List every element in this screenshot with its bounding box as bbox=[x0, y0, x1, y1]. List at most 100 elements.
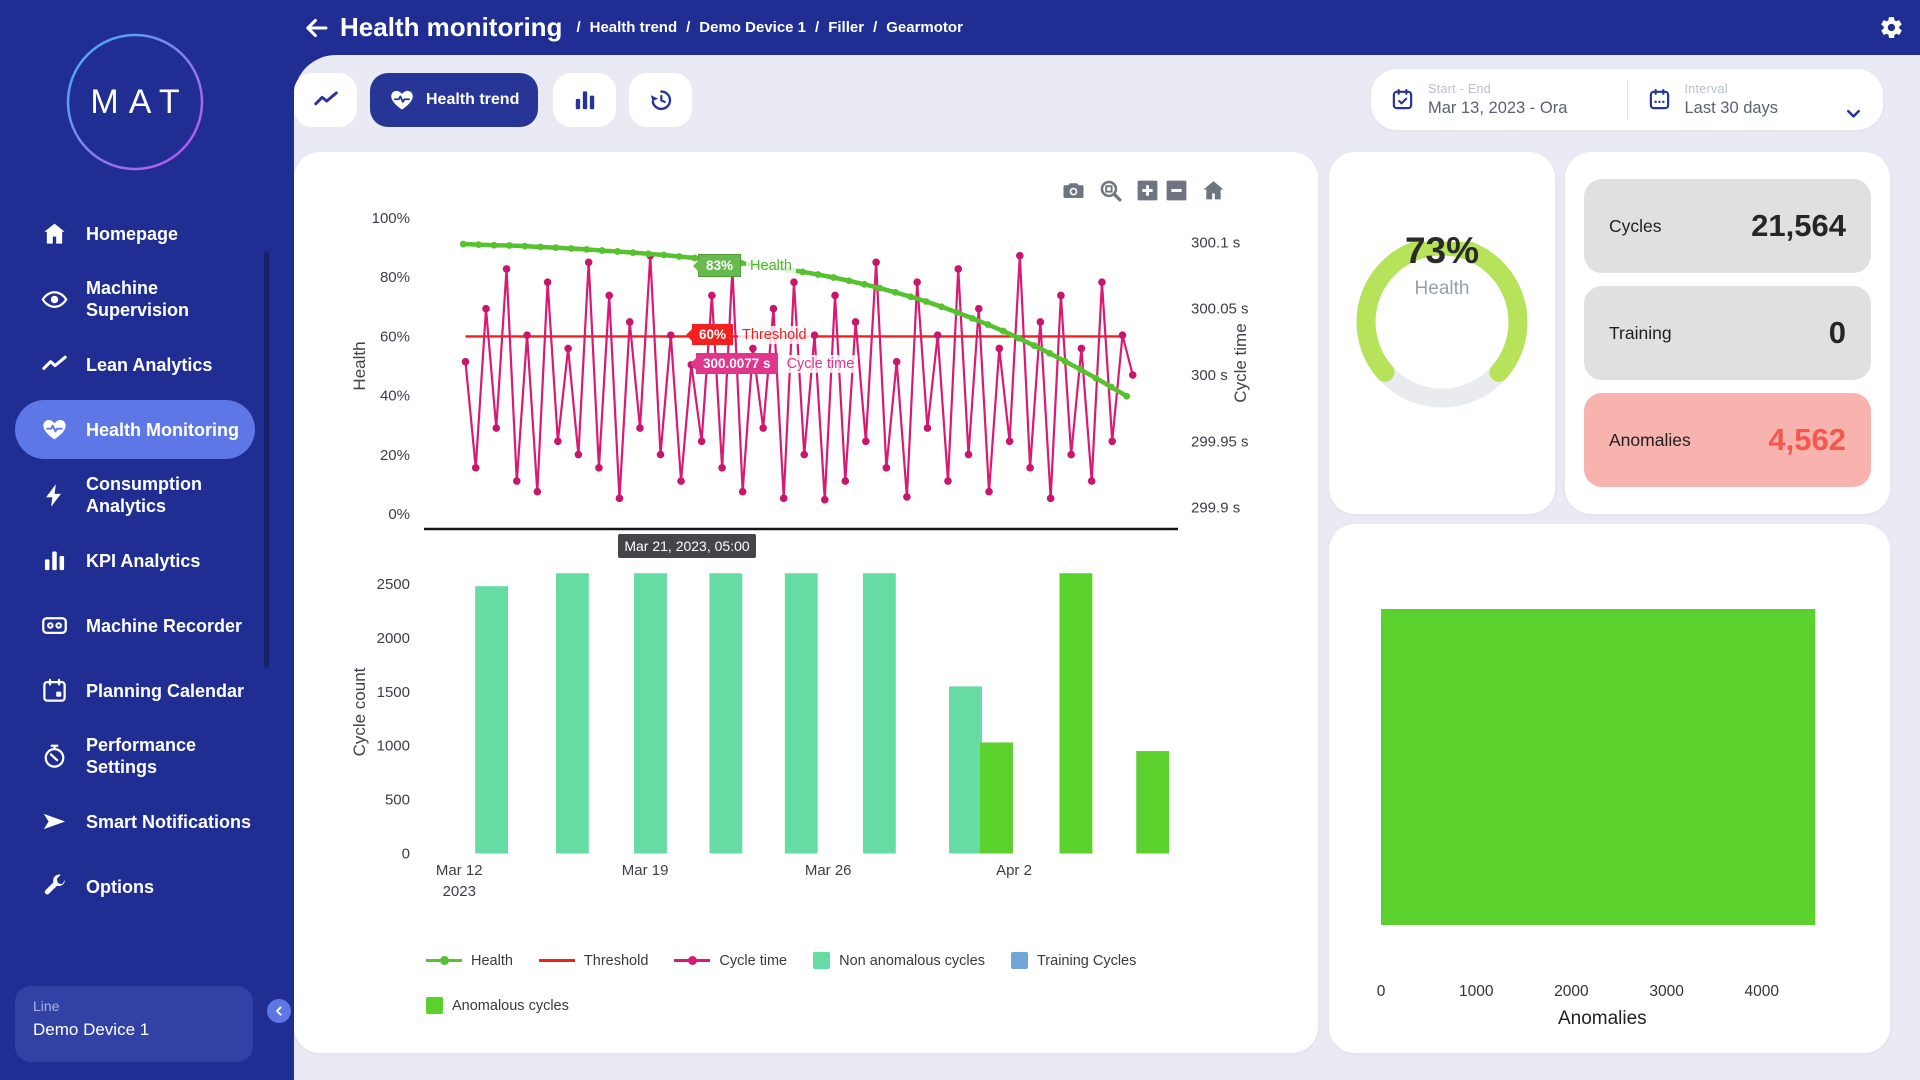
sidebar-nav: Homepage Machine Supervision Lean Analytic… bbox=[0, 198, 270, 922]
legend-swatch bbox=[426, 997, 443, 1014]
svg-text:1500: 1500 bbox=[377, 684, 410, 701]
sidebar-item-planning-calendar[interactable]: Planning Calendar bbox=[15, 661, 255, 720]
recorder-icon bbox=[41, 612, 68, 639]
health-tooltip: 83% Health bbox=[692, 254, 796, 277]
date-range-label: Start - End bbox=[1428, 81, 1492, 96]
cycle-count-chart[interactable]: 0 500 1000 1500 2000 2500 Cycle count Mar 12 202… bbox=[294, 152, 1318, 1053]
chart-legend: Health Threshold Cycle time Non anomalous c… bbox=[426, 952, 1186, 1014]
legend-item-anomalous-cycles[interactable]: Anomalous cycles bbox=[426, 997, 569, 1014]
legend-swatch bbox=[813, 952, 831, 969]
tab-bars-2[interactable] bbox=[553, 73, 617, 127]
logo-ring bbox=[66, 33, 204, 171]
svg-text:20%: 20% bbox=[380, 447, 410, 464]
svg-text:300 s: 300 s bbox=[1191, 367, 1228, 384]
reset-axes-home-icon[interactable] bbox=[1201, 178, 1226, 203]
sidebar-item-label: Health Monitoring bbox=[86, 419, 239, 440]
svg-text:Anomalies: Anomalies bbox=[1558, 1008, 1647, 1029]
threshold-tooltip: 60% Threshold bbox=[685, 324, 811, 345]
stat-label: Cycles bbox=[1609, 215, 1662, 236]
sidebar-item-smart-notifications[interactable]: Smart Notifications bbox=[15, 792, 255, 851]
svg-text:300.1 s: 300.1 s bbox=[1191, 234, 1240, 251]
legend-item-training-cycles[interactable]: Training Cycles bbox=[1010, 952, 1136, 969]
history-icon bbox=[648, 87, 674, 113]
chevron-left-icon bbox=[271, 1003, 287, 1019]
legend-item-non-anomalous-cycles[interactable]: Non anomalous cycles bbox=[813, 952, 985, 969]
tab-trend-0[interactable] bbox=[294, 73, 357, 127]
svg-text:Cycle count: Cycle count bbox=[350, 667, 369, 756]
anomalies-chart[interactable]: 0 1000 2000 3000 4000 Anomalies bbox=[1329, 524, 1890, 1053]
send-icon bbox=[41, 808, 68, 835]
date-range-value: Mar 13, 2023 - Ora bbox=[1428, 98, 1568, 117]
sidebar-item-label: KPI Analytics bbox=[86, 550, 201, 571]
svg-text:299.9 s: 299.9 s bbox=[1191, 500, 1240, 517]
sidebar-collapse-button[interactable] bbox=[265, 997, 293, 1025]
tab-history-3[interactable] bbox=[629, 73, 693, 127]
svg-text:2000: 2000 bbox=[1554, 983, 1589, 1000]
svg-text:40%: 40% bbox=[380, 388, 410, 405]
legend-swatch bbox=[674, 956, 711, 965]
chevron-down-icon[interactable] bbox=[1842, 102, 1865, 125]
gauge-caption: Health bbox=[1414, 278, 1470, 299]
device-card[interactable]: Line Demo Device 1 bbox=[15, 986, 253, 1062]
sidebar-item-label: Machine Supervision bbox=[86, 278, 190, 320]
stat-cycles: Cycles 21,564 bbox=[1584, 179, 1871, 273]
sidebar-item-lean-analytics[interactable]: Lean Analytics bbox=[15, 335, 255, 394]
sidebar: MAT Homepage Machine Supervision Lean Anal… bbox=[0, 0, 294, 1080]
breadcrumb-item[interactable]: Demo Device 1 bbox=[699, 19, 807, 36]
sidebar-item-consumption-analytics[interactable]: Consumption Analytics bbox=[15, 465, 255, 525]
breadcrumb-item[interactable]: Filler bbox=[828, 19, 865, 36]
sidebar-item-machine-recorder[interactable]: Machine Recorder bbox=[15, 596, 255, 655]
bars-icon bbox=[572, 87, 598, 113]
stat-training: Training 0 bbox=[1584, 286, 1871, 380]
legend-item-cycle-time[interactable]: Cycle time bbox=[674, 952, 787, 969]
svg-text:2023: 2023 bbox=[443, 883, 476, 900]
zoom-select-icon[interactable] bbox=[1098, 178, 1123, 203]
svg-text:Cycle time: Cycle time bbox=[1231, 323, 1250, 402]
sidebar-item-kpi-analytics[interactable]: KPI Analytics bbox=[15, 531, 255, 590]
interval-select[interactable]: Interval Last 30 days bbox=[1628, 82, 1884, 118]
legend-swatch bbox=[1010, 952, 1028, 969]
stat-label: Training bbox=[1609, 322, 1672, 343]
svg-text:60%: 60% bbox=[380, 328, 410, 345]
sidebar-item-label: Consumption Analytics bbox=[86, 474, 202, 516]
health-gauge bbox=[1356, 242, 1528, 408]
svg-text:4000: 4000 bbox=[1745, 983, 1780, 1000]
home-icon bbox=[41, 220, 68, 247]
settings-gear-button[interactable] bbox=[1879, 15, 1904, 40]
back-button[interactable] bbox=[302, 14, 330, 42]
stopwatch-icon bbox=[41, 743, 68, 770]
eye-icon bbox=[41, 286, 68, 313]
calendar-icon bbox=[1648, 88, 1671, 111]
legend-label: Anomalous cycles bbox=[452, 997, 569, 1014]
stats-card: Cycles 21,564 Training 0 Anomalies 4,562 bbox=[1565, 152, 1890, 514]
heart-pulse-icon bbox=[389, 87, 415, 113]
sidebar-item-health-monitoring[interactable]: Health Monitoring bbox=[15, 400, 255, 459]
tab-health-trend[interactable]: Health trend bbox=[370, 73, 539, 127]
x-axis-tooltip: Mar 21, 2023, 05:00 bbox=[618, 534, 756, 558]
plot-toolbar bbox=[1061, 178, 1226, 203]
sidebar-item-homepage[interactable]: Homepage bbox=[15, 204, 255, 263]
svg-text:3000: 3000 bbox=[1649, 983, 1684, 1000]
stat-value: 21,564 bbox=[1751, 208, 1846, 243]
sidebar-item-performance-settings[interactable]: Performance Settings bbox=[15, 726, 255, 786]
legend-label: Health bbox=[471, 952, 513, 969]
page-title: Health monitoring bbox=[340, 12, 563, 42]
zoom-in-icon[interactable] bbox=[1135, 178, 1160, 203]
sidebar-scrollbar[interactable] bbox=[264, 251, 269, 668]
trend-icon bbox=[313, 87, 339, 113]
legend-item-health[interactable]: Health bbox=[426, 952, 513, 969]
svg-text:1000: 1000 bbox=[1459, 983, 1494, 1000]
sidebar-item-machine-supervision[interactable]: Machine Supervision bbox=[15, 269, 255, 329]
date-range-picker[interactable]: Start - End Mar 13, 2023 - Ora bbox=[1371, 82, 1627, 118]
legend-item-threshold[interactable]: Threshold bbox=[538, 952, 648, 969]
sidebar-item-label: Performance Settings bbox=[86, 735, 197, 777]
breadcrumb-item[interactable]: Health trend bbox=[589, 19, 678, 36]
device-name: Demo Device 1 bbox=[33, 1020, 150, 1039]
svg-text:Mar 12: Mar 12 bbox=[436, 862, 483, 879]
camera-snapshot-icon[interactable] bbox=[1061, 178, 1086, 203]
breadcrumb-item[interactable]: Gearmotor bbox=[886, 19, 963, 36]
zoom-out-icon[interactable] bbox=[1164, 178, 1189, 203]
app-logo: MAT bbox=[65, 32, 205, 172]
svg-text:80%: 80% bbox=[380, 269, 410, 286]
sidebar-item-options[interactable]: Options bbox=[15, 857, 255, 916]
